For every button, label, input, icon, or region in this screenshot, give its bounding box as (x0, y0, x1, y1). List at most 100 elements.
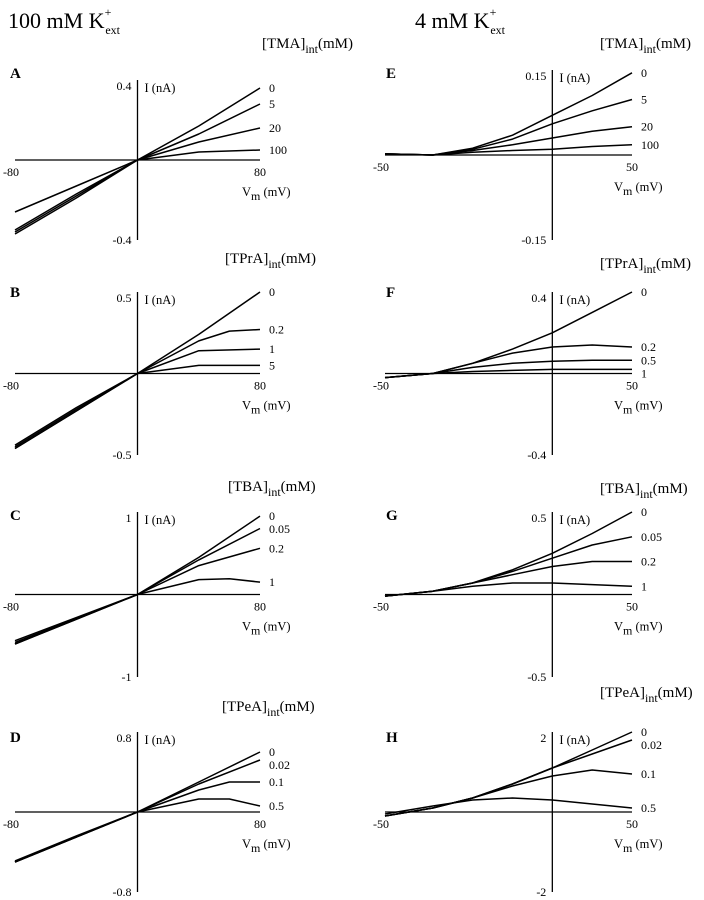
trace-0.2 (14, 328, 261, 450)
panel-header: [TMA]int(mM) (600, 36, 691, 56)
x-label-unit: (mV) (632, 620, 662, 634)
x-axis-label: Vm (mV) (242, 399, 291, 417)
header-subscript: int (305, 42, 318, 56)
column-header-left: 100 mM K+ ext (8, 5, 121, 37)
header-unit: (mM) (656, 256, 691, 272)
trace-label: 0 (269, 509, 275, 523)
x-tick-right: 50 (626, 160, 638, 174)
panel-header: [TPrA]int(mM) (225, 251, 316, 271)
trace-0 (384, 291, 633, 379)
x-tick-left: -50 (373, 817, 389, 831)
column-header-right-sub: ext (490, 23, 505, 37)
panel-e: E[TMA]int(mM)0.15-0.15-50 50I (nA)Vm (mV)… (373, 36, 691, 247)
header-subscript: int (640, 487, 653, 501)
x-tick-left: -80 (3, 817, 19, 831)
x-label-var: V (614, 620, 623, 634)
trace-label: 0.1 (641, 767, 656, 781)
panel-b: B [TPrA]int(mM) 0.5 -0.5 -80 80 I (nA) Vm (mV) 0… (3, 251, 316, 462)
header-compound: [TMA] (262, 36, 305, 52)
x-tick-right: 80 (254, 165, 266, 179)
x-label-unit: (mV) (260, 837, 290, 851)
trace-label: 0 (269, 81, 275, 95)
header-subscript: int (267, 705, 280, 719)
trace-5 (14, 364, 260, 446)
y-tick-top: 0.15 (525, 69, 546, 83)
trace-label: 0.02 (641, 738, 662, 752)
trace-label: 0.2 (269, 541, 284, 555)
x-label-unit: (mV) (260, 620, 290, 634)
panel-letter: D (10, 730, 21, 746)
x-tick-right: 80 (254, 600, 266, 614)
trace-1 (384, 368, 632, 379)
panel-h: H [TPeA]int(mM) 2 -2 -50 50 I (nA) Vm (mV) 00.02… (373, 685, 693, 899)
x-label-sub: m (251, 403, 261, 417)
x-label-unit: (mV) (260, 185, 290, 199)
trace-label: 1 (269, 342, 275, 356)
header-subscript: int (643, 262, 656, 276)
trace-label: 0 (641, 505, 647, 519)
y-axis-label: I (nA) (559, 733, 590, 747)
header-compound: [TMA] (600, 36, 643, 52)
x-label-unit: (mV) (260, 399, 290, 413)
y-tick-top: 0.4 (531, 291, 546, 305)
x-axis-label: Vm (mV) (242, 185, 291, 203)
trace-0.2 (384, 560, 632, 597)
header-unit: (mM) (281, 251, 316, 267)
trace-0.5 (14, 798, 261, 862)
trace-0.1 (14, 781, 260, 863)
y-tick-top: 0.5 (117, 291, 132, 305)
x-tick-right: 50 (626, 379, 638, 393)
y-tick-top: 1 (126, 511, 132, 525)
trace-label: 100 (641, 138, 659, 152)
header-compound: [TPeA] (222, 699, 267, 715)
y-axis-label: I (nA) (145, 293, 176, 307)
column-header-left-sub: ext (105, 23, 120, 37)
x-tick-right: 80 (254, 817, 266, 831)
x-axis-label: Vm (mV) (242, 837, 291, 855)
x-label-var: V (242, 620, 251, 634)
panel-letter: C (10, 508, 21, 524)
x-label-sub: m (623, 841, 633, 855)
y-tick-bottom: -0.4 (113, 233, 132, 247)
x-tick-right: 50 (626, 600, 638, 614)
x-label-sub: m (623, 624, 633, 638)
y-axis-label: I (nA) (145, 733, 176, 747)
trace-0 (384, 731, 633, 817)
header-unit: (mM) (656, 36, 691, 52)
x-label-unit: (mV) (632, 180, 662, 194)
x-axis-label: Vm (mV) (614, 399, 663, 417)
x-axis-label: Vm (mV) (614, 620, 663, 638)
header-compound: [TBA] (228, 479, 268, 495)
trace-label: 0.05 (641, 530, 662, 544)
x-label-var: V (242, 185, 251, 199)
x-label-sub: m (623, 403, 633, 417)
x-tick-left: -80 (3, 165, 19, 179)
header-compound: [TBA] (600, 481, 640, 497)
x-label-sub: m (251, 841, 261, 855)
y-tick-top: 0.4 (117, 79, 132, 93)
y-tick-bottom: -0.8 (113, 885, 132, 899)
column-header-left-sup: + (105, 5, 112, 19)
panel-g: G [TBA]int(mM) 0.5 -0.5 -50 50 I (nA) Vm (mV) 0 0… (373, 481, 688, 684)
x-tick-left: -80 (3, 600, 19, 614)
header-unit: (mM) (281, 479, 316, 495)
panel-header: [TPeA]int(mM) (600, 685, 693, 705)
y-tick-top: 0.5 (531, 511, 546, 525)
y-tick-bottom: -0.15 (521, 233, 546, 247)
x-label-sub: m (251, 189, 261, 203)
panel-header: [TBA]int(mM) (228, 479, 316, 499)
trace-label: 1 (641, 579, 647, 593)
column-header-right: 4 mM K+ ext (415, 5, 506, 37)
trace-label: 0 (641, 285, 647, 299)
header-subscript: int (645, 691, 658, 705)
panel-header: [TPeA]int(mM) (222, 699, 315, 719)
column-header-right-main: 4 mM K (415, 8, 490, 33)
trace-label: 0.2 (641, 555, 656, 569)
panel-d: D [TPeA]int(mM) 0.8 -0.8 -80 80 I (nA) Vm (mV) 0… (3, 699, 315, 899)
trace-label: 1 (641, 366, 647, 380)
trace-label: 1 (269, 575, 275, 589)
trace-0.05 (384, 536, 633, 597)
panel-letter: B (10, 285, 20, 301)
y-tick-top: 0.8 (117, 731, 132, 745)
